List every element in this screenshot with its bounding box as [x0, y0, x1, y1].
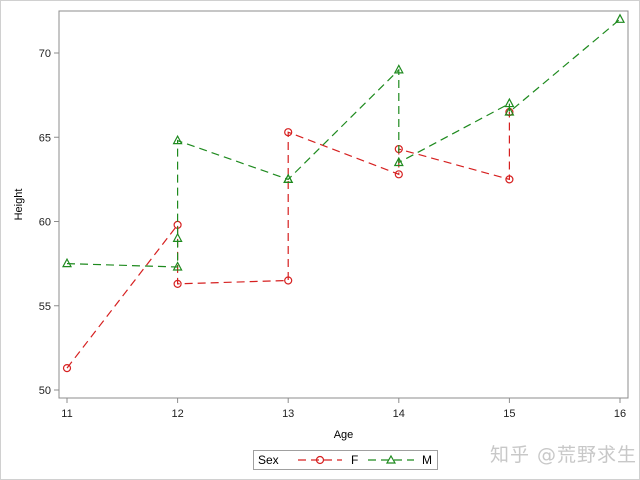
triangle-marker-icon — [172, 261, 183, 271]
triangle-marker-icon — [283, 173, 294, 183]
x-tick-label: 16 — [614, 408, 626, 420]
plot-area — [58, 10, 629, 399]
triangle-marker-icon — [385, 454, 397, 464]
y-tick-label: 70 — [39, 48, 51, 60]
legend-label-f: F — [351, 453, 359, 467]
triangle-marker-icon — [62, 257, 72, 268]
x-tick-label: 14 — [393, 408, 405, 420]
legend: Sex F M — [253, 450, 438, 470]
y-tick-label: 55 — [39, 301, 51, 313]
circle-marker-icon — [505, 175, 514, 184]
watermark: 知乎 @荒野求生 — [490, 444, 638, 466]
circle-marker-icon — [394, 170, 403, 179]
triangle-marker-icon — [172, 134, 183, 145]
circle-marker-icon — [173, 279, 182, 288]
x-tick-label: 11 — [61, 408, 72, 420]
triangle-marker-icon — [393, 156, 404, 167]
legend-label-m: M — [422, 453, 432, 467]
x-tick-label: 12 — [171, 408, 183, 420]
legend-title: Sex — [258, 453, 279, 467]
x-tick-label: 15 — [503, 408, 515, 420]
x-axis-title: Age — [334, 429, 354, 441]
circle-marker-icon — [284, 276, 293, 285]
circle-marker-icon — [62, 363, 72, 373]
triangle-marker-icon — [614, 13, 626, 23]
series-m — [62, 13, 626, 271]
triangle-marker-icon — [504, 106, 515, 116]
triangle-marker-icon — [172, 232, 183, 242]
triangle-marker-icon — [393, 64, 404, 74]
series-f — [62, 107, 514, 373]
y-tick-label: 60 — [39, 217, 51, 229]
y-tick-label: 65 — [39, 132, 51, 144]
circle-marker-icon — [315, 455, 325, 465]
legend-symbols — [298, 454, 414, 465]
x-tick-label: 13 — [282, 408, 294, 420]
y-tick-label: 50 — [39, 385, 51, 397]
y-axis-title: Height — [13, 189, 25, 221]
circle-marker-icon — [284, 128, 293, 137]
